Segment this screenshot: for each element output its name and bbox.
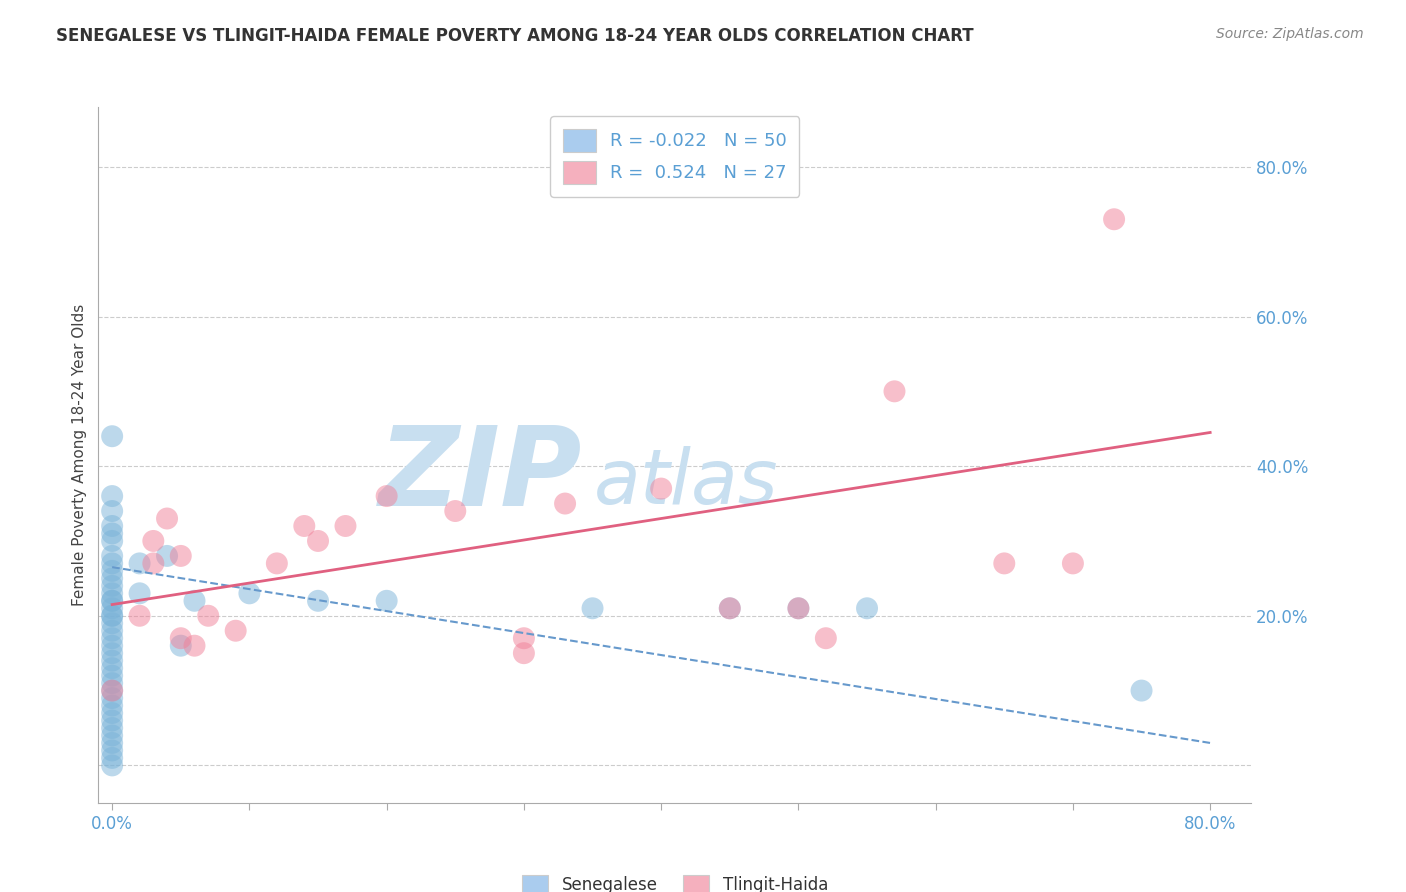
Point — [101, 594, 124, 608]
Point — [266, 557, 288, 571]
Point — [101, 721, 124, 735]
Point — [101, 729, 124, 743]
Point — [1062, 557, 1084, 571]
Text: Source: ZipAtlas.com: Source: ZipAtlas.com — [1216, 27, 1364, 41]
Point — [101, 504, 124, 518]
Point — [101, 608, 124, 623]
Point — [183, 639, 205, 653]
Point — [142, 533, 165, 548]
Point — [101, 683, 124, 698]
Point — [238, 586, 260, 600]
Point — [101, 691, 124, 706]
Point — [101, 624, 124, 638]
Point — [101, 549, 124, 563]
Point — [101, 579, 124, 593]
Point — [101, 639, 124, 653]
Point — [814, 631, 837, 645]
Point — [554, 497, 576, 511]
Point — [101, 736, 124, 750]
Point — [101, 519, 124, 533]
Point — [101, 646, 124, 660]
Point — [170, 631, 193, 645]
Point — [101, 489, 124, 503]
Point — [101, 586, 124, 600]
Point — [101, 631, 124, 645]
Point — [101, 668, 124, 682]
Text: atlas: atlas — [595, 446, 779, 520]
Y-axis label: Female Poverty Among 18-24 Year Olds: Female Poverty Among 18-24 Year Olds — [72, 304, 87, 606]
Point — [856, 601, 879, 615]
Point — [128, 586, 150, 600]
Point — [718, 601, 741, 615]
Point — [883, 384, 905, 399]
Point — [101, 743, 124, 757]
Point — [183, 594, 205, 608]
Point — [128, 557, 150, 571]
Point — [156, 511, 179, 525]
Point — [101, 557, 124, 571]
Point — [101, 758, 124, 772]
Point — [335, 519, 357, 533]
Point — [787, 601, 810, 615]
Point — [170, 549, 193, 563]
Point — [101, 571, 124, 585]
Point — [101, 526, 124, 541]
Point — [307, 594, 329, 608]
Point — [1130, 683, 1153, 698]
Text: ZIP: ZIP — [380, 422, 582, 529]
Point — [513, 631, 536, 645]
Point — [993, 557, 1015, 571]
Point — [101, 698, 124, 713]
Point — [101, 654, 124, 668]
Point — [101, 594, 124, 608]
Point — [225, 624, 247, 638]
Point — [101, 683, 124, 698]
Point — [101, 661, 124, 675]
Point — [101, 751, 124, 765]
Point — [101, 616, 124, 631]
Point — [718, 601, 741, 615]
Point — [101, 608, 124, 623]
Point — [307, 533, 329, 548]
Point — [375, 594, 398, 608]
Point — [650, 482, 672, 496]
Point — [101, 564, 124, 578]
Point — [101, 714, 124, 728]
Point — [1102, 212, 1125, 227]
Point — [101, 601, 124, 615]
Point — [375, 489, 398, 503]
Point — [101, 429, 124, 443]
Legend: Senegalese, Tlingit-Haida: Senegalese, Tlingit-Haida — [513, 867, 837, 892]
Point — [101, 706, 124, 720]
Point — [101, 533, 124, 548]
Point — [444, 504, 467, 518]
Point — [787, 601, 810, 615]
Point — [197, 608, 219, 623]
Point — [101, 676, 124, 690]
Point — [128, 608, 150, 623]
Point — [292, 519, 315, 533]
Point — [142, 557, 165, 571]
Point — [513, 646, 536, 660]
Text: SENEGALESE VS TLINGIT-HAIDA FEMALE POVERTY AMONG 18-24 YEAR OLDS CORRELATION CHA: SENEGALESE VS TLINGIT-HAIDA FEMALE POVER… — [56, 27, 974, 45]
Point — [156, 549, 179, 563]
Point — [581, 601, 603, 615]
Point — [170, 639, 193, 653]
